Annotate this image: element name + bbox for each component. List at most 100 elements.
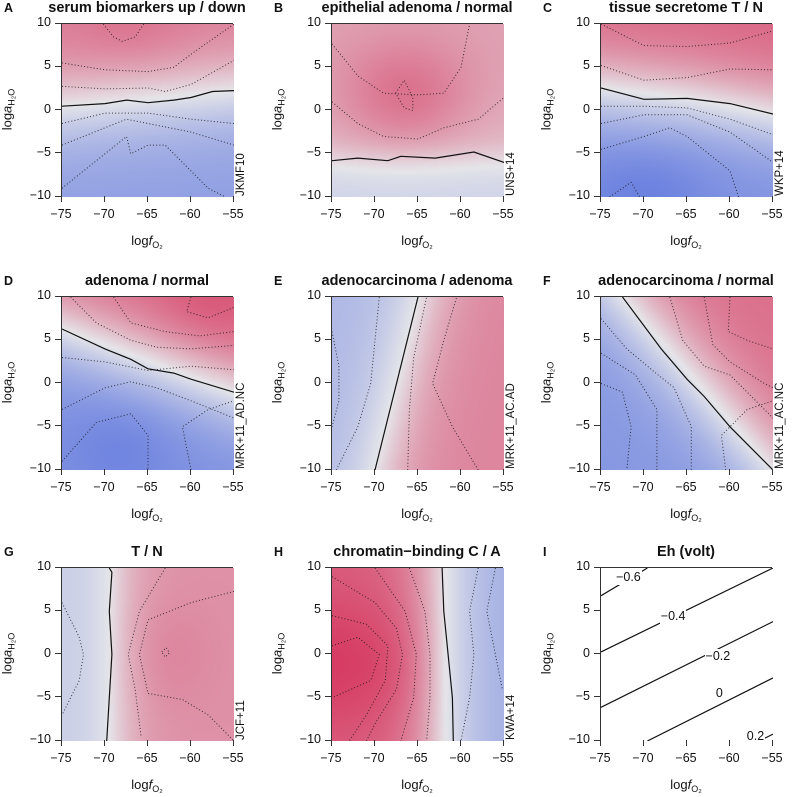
- axis-label-sub: H₂O: [276, 88, 287, 106]
- contour-line-dotted: [703, 297, 773, 389]
- contour-line-dotted: [460, 568, 479, 741]
- axis-label-prefix: log: [131, 777, 149, 792]
- contour-label: 0: [714, 686, 724, 702]
- y-tick: [325, 65, 331, 67]
- axis-label-var: f: [418, 777, 423, 792]
- x-tick: [685, 740, 687, 746]
- contour-line-dotted: [62, 118, 234, 146]
- axis-label-var: a: [0, 105, 15, 113]
- y-tick: [594, 609, 600, 611]
- x-tick: [599, 469, 601, 475]
- y-tick-label: 5: [583, 58, 590, 73]
- contour-line-dotted: [609, 181, 641, 197]
- x-tick: [771, 469, 773, 475]
- x-tick-label: −60: [718, 207, 740, 221]
- y-tick-label: 10: [307, 288, 321, 302]
- heatmap-B: [332, 24, 504, 197]
- y-tick-label: 5: [44, 58, 51, 73]
- y-tick: [594, 65, 600, 67]
- x-tick: [416, 469, 418, 475]
- contour-line-dotted: [332, 97, 504, 140]
- y-tick-label: 0: [314, 101, 321, 116]
- x-tick-label: −70: [363, 751, 385, 765]
- y-tick: [55, 468, 61, 470]
- axis-label-sub: H₂O: [276, 361, 287, 379]
- contour-line: [601, 87, 773, 115]
- axis-label-sub: O₂: [422, 513, 433, 523]
- x-axis-label: logfO₂: [61, 777, 233, 794]
- x-tick: [189, 196, 191, 202]
- y-tick: [55, 295, 61, 297]
- y-tick-label: −5: [306, 688, 321, 703]
- y-tick-label: 0: [44, 374, 51, 389]
- axis-label-var: a: [269, 105, 285, 113]
- y-tick-label: 0: [314, 374, 321, 389]
- contour-line: [441, 568, 454, 741]
- contour-line: [622, 297, 773, 470]
- x-tick: [771, 740, 773, 746]
- y-tick-label: 10: [576, 288, 590, 302]
- axis-label-sub: H₂O: [545, 88, 556, 106]
- contour-line-dotted: [113, 297, 234, 337]
- y-tick: [594, 109, 600, 110]
- contour-line: [332, 151, 504, 163]
- x-axis-label: logfO₂: [600, 777, 772, 794]
- y-tick: [325, 152, 331, 154]
- y-tick-label: −5: [575, 688, 590, 703]
- x-tick-label: −55: [492, 751, 514, 765]
- x-tick: [502, 469, 504, 475]
- y-axis-label: logaH₂O: [0, 322, 17, 442]
- x-tick: [642, 740, 644, 746]
- y-tick: [325, 338, 331, 340]
- y-axis-label: logaH₂O: [539, 49, 556, 169]
- axis-label-sub: H₂O: [545, 632, 556, 650]
- x-tick-label: −65: [136, 751, 158, 765]
- axis-label-prefix: log: [538, 112, 554, 130]
- y-tick-label: −5: [306, 144, 321, 159]
- x-tick-label: −75: [589, 751, 611, 765]
- contour-line-dotted: [486, 568, 503, 690]
- panel-title: chromatin−binding C / A: [333, 544, 501, 560]
- panel-title: Eh (volt): [657, 544, 715, 560]
- y-tick-label: −5: [575, 144, 590, 159]
- x-tick-label: −75: [320, 751, 342, 765]
- heatmap-H: [332, 568, 504, 741]
- x-tick: [728, 196, 730, 202]
- axis-label-var: f: [687, 506, 692, 521]
- x-tick-label: −75: [50, 207, 72, 221]
- x-tick-label: −70: [93, 207, 115, 221]
- y-tick: [594, 152, 600, 154]
- heatmap-G: [62, 568, 234, 741]
- x-tick: [330, 469, 332, 475]
- reference-label: MRK+11_AC.NC: [774, 382, 786, 469]
- x-tick-label: −60: [449, 207, 471, 221]
- x-tick: [60, 740, 62, 746]
- panel-letter: C: [543, 1, 553, 15]
- x-tick-label: −55: [222, 207, 244, 221]
- y-tick: [325, 195, 331, 197]
- y-tick: [325, 696, 331, 698]
- y-axis-label: logaH₂O: [539, 322, 556, 442]
- axis-label-var: f: [148, 777, 153, 792]
- x-tick: [416, 196, 418, 202]
- contour-label: −0.6: [615, 570, 642, 586]
- x-tick-label: −55: [761, 480, 783, 494]
- x-tick: [685, 196, 687, 202]
- axis-label-var: a: [538, 649, 554, 657]
- contour-label: −0.4: [659, 609, 687, 625]
- y-tick-label: −10: [29, 188, 51, 202]
- panel-title: adenoma / normal: [84, 273, 210, 289]
- axis-label-var: f: [418, 506, 423, 521]
- y-tick-label: 10: [37, 559, 51, 573]
- x-tick: [189, 469, 191, 475]
- x-tick-label: −65: [675, 751, 697, 765]
- x-axis-label: logfO₂: [331, 233, 503, 250]
- axis-label-sub: O₂: [691, 784, 702, 794]
- x-tick-label: −65: [406, 207, 428, 221]
- x-tick-label: −60: [179, 207, 201, 221]
- y-tick: [55, 653, 61, 654]
- y-tick: [594, 295, 600, 297]
- reference-label: JKMF10: [235, 153, 247, 196]
- heatmap-A: [62, 24, 234, 197]
- y-tick-label: −5: [306, 417, 321, 432]
